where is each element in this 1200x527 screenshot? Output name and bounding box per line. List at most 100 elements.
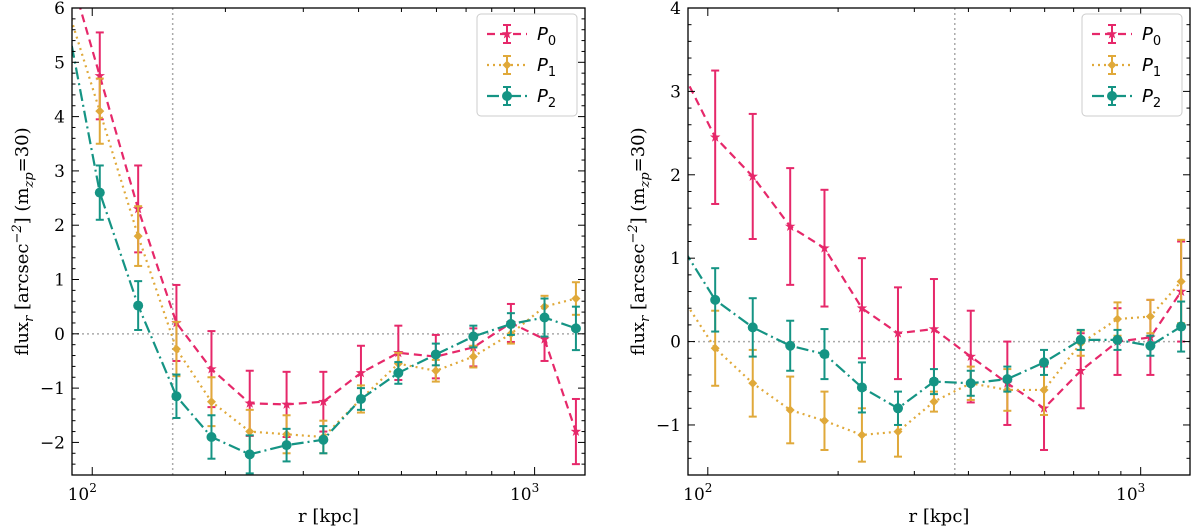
y-tick-label: −1 [656,416,681,436]
data-point [171,344,181,354]
y-tick-label: 0 [670,333,681,353]
legend: P0 P1 P2 [1081,13,1183,117]
data-point [819,416,829,426]
legend-item-P0: P0 [1092,24,1161,49]
y-tick-label: −1 [40,379,65,399]
y-tick-label: 1 [54,271,65,291]
data-point [539,312,550,323]
y-tick-label: 3 [54,162,65,182]
data-point [965,351,976,362]
data-point [206,397,216,407]
series-P2 [72,41,581,475]
data-point [1039,385,1049,395]
data-point [281,398,292,409]
y-tick-label: 2 [54,216,65,236]
series-line [688,80,1183,410]
data-point [1002,374,1013,385]
data-point [928,323,940,334]
data-point [1176,321,1187,332]
data-point [318,434,329,445]
data-point [502,91,512,101]
data-point [747,322,758,333]
chart-panel-2: −1 0 1 2 3 4 102 103 r [kpc] fluxr [arcsec−2] (mz… [626,0,1191,527]
data-point [784,220,796,231]
y-tick-label: 5 [54,53,65,73]
y-tick-label: 4 [54,108,65,128]
legend-label: P2 [1142,86,1161,111]
data-point [785,405,795,415]
legend-item-P0: P0 [487,24,556,49]
x-tick-label: 102 [68,481,97,505]
series-P0 [688,69,1187,451]
series-P2 [688,254,1187,426]
data-point [1106,28,1118,39]
data-point [95,106,105,116]
data-point [539,333,550,344]
legend-item-P1: P1 [1092,55,1161,80]
data-point [1107,60,1117,70]
y-tick-label: 0 [54,325,65,345]
x-tick-label: 102 [683,481,712,505]
legend-label: P2 [537,86,556,111]
chart-panel-1: −2 −1 0 1 2 3 4 5 6 102 103 r [kpc] fluxr [arcsec−2]… [10,0,586,527]
data-point [1145,340,1156,351]
data-point [1107,91,1117,101]
legend-label: P1 [537,55,556,80]
data-point [785,340,796,351]
x-tick-label: 103 [1116,481,1145,505]
y-axis-label: fluxr [arcsec−2] (mzp=30) [10,127,37,355]
x-axis-label: r [kpc] [909,506,970,527]
data-point [355,393,366,404]
axes-frame [71,7,586,476]
data-point [929,397,939,407]
data-point [1112,334,1123,345]
legend-item-P1: P1 [487,55,556,80]
data-point [244,397,255,408]
data-point [710,343,720,353]
data-point [393,367,404,378]
x-tick-label: 103 [510,481,539,505]
data-point [857,430,867,440]
data-point [1039,357,1050,368]
data-point [570,323,581,334]
data-point [171,391,182,402]
data-point [1075,334,1086,345]
data-point [709,131,721,142]
data-point [133,300,144,311]
data-point [747,170,758,181]
data-point [468,331,479,342]
y-tick-label: 1 [670,249,681,269]
data-point [133,231,143,241]
x-axis-label: r [kpc] [298,506,359,527]
legend-frame [476,13,578,117]
data-point [819,242,830,253]
data-point [819,349,830,360]
data-point [893,427,903,437]
data-point [206,431,217,442]
series-line [72,18,577,439]
data-point [501,28,513,39]
plot-area [72,8,582,475]
data-point [355,367,367,378]
data-point [468,352,478,362]
y-tick-label: 2 [670,166,681,186]
legend-label: P0 [1142,24,1161,49]
data-point [856,302,868,313]
data-point [1112,314,1122,324]
data-point [856,382,867,393]
data-point [571,294,581,304]
legend: P0 P1 P2 [476,13,578,117]
data-point [748,378,758,388]
data-point [505,319,516,330]
data-point [94,187,105,198]
data-point [94,70,106,81]
data-point [1176,277,1186,287]
data-point [430,349,441,360]
data-point [1075,365,1086,376]
plot-area [688,69,1187,463]
data-point [570,426,582,437]
legend-item-P2: P2 [1092,86,1161,111]
y-tick-label: −2 [40,433,65,453]
data-point [244,449,255,460]
